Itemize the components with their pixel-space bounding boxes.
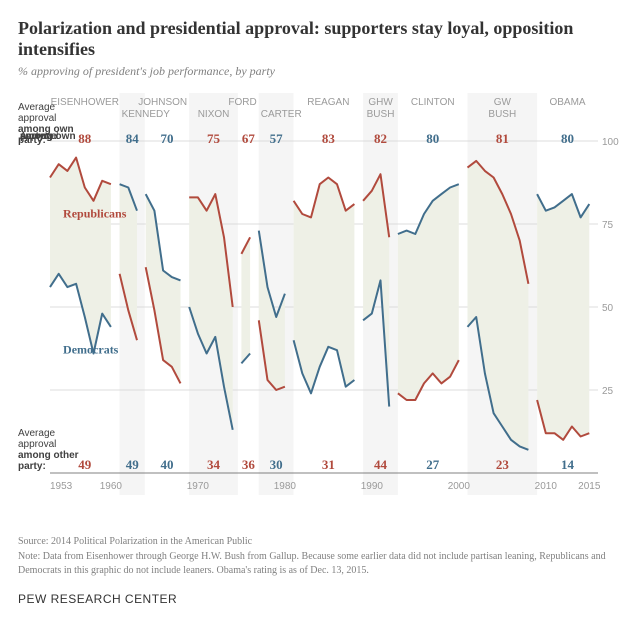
svg-text:44: 44 (374, 457, 388, 472)
svg-text:2015: 2015 (578, 481, 601, 492)
svg-text:1970: 1970 (187, 481, 210, 492)
svg-text:1960: 1960 (100, 481, 123, 492)
svg-text:49: 49 (78, 457, 92, 472)
svg-text:40: 40 (160, 457, 173, 472)
svg-text:BUSH: BUSH (367, 109, 395, 120)
svg-text:82: 82 (374, 131, 387, 146)
svg-text:57: 57 (270, 131, 284, 146)
svg-text:25: 25 (602, 386, 614, 397)
svg-text:23: 23 (496, 457, 510, 472)
svg-text:2010: 2010 (535, 481, 558, 492)
svg-text:14: 14 (561, 457, 575, 472)
svg-text:67: 67 (242, 131, 256, 146)
svg-text:REAGAN: REAGAN (307, 97, 349, 108)
svg-text:among other: among other (18, 450, 79, 461)
svg-text:OBAMA: OBAMA (549, 97, 585, 108)
svg-text:CLINTON: CLINTON (411, 97, 455, 108)
svg-text:50: 50 (602, 303, 614, 314)
svg-text:CARTER: CARTER (261, 109, 302, 120)
svg-text:84: 84 (126, 131, 140, 146)
svg-text:49: 49 (126, 457, 140, 472)
svg-text:100: 100 (602, 137, 619, 148)
svg-text:88: 88 (78, 131, 92, 146)
svg-text:34: 34 (207, 457, 221, 472)
svg-text:80: 80 (561, 131, 574, 146)
svg-text:75: 75 (207, 131, 221, 146)
svg-text:approval: approval (18, 439, 56, 450)
brand-line: PEW RESEARCH CENTER (18, 592, 622, 606)
svg-text:BUSH: BUSH (488, 109, 516, 120)
chart-title: Polarization and presidential approval: … (18, 18, 622, 60)
svg-text:2000: 2000 (448, 481, 471, 492)
svg-text:JOHNSON: JOHNSON (138, 97, 187, 108)
svg-text:party:: party: (18, 135, 46, 146)
chart-svg: 25 50 75 100 1953 1960 1970 1980 1990 2000 2010 201… (18, 93, 622, 523)
svg-text:Democrats: Democrats (63, 342, 119, 356)
svg-text:81: 81 (496, 131, 509, 146)
svg-text:party:: party: (18, 461, 46, 472)
svg-text:1980: 1980 (274, 481, 297, 492)
svg-text:Average: Average (18, 428, 56, 439)
svg-text:Average: Average (18, 102, 56, 113)
svg-text:among own: among own (18, 124, 74, 135)
svg-text:75: 75 (602, 220, 614, 231)
chart-area: 25 50 75 100 1953 1960 1970 1980 1990 2000 2010 201… (18, 93, 622, 523)
svg-text:KENNEDY: KENNEDY (122, 109, 171, 120)
chart-subtitle: % approving of president's job performan… (18, 64, 622, 79)
svg-text:31: 31 (322, 457, 335, 472)
svg-text:FORD: FORD (228, 97, 256, 108)
source-line: Source: 2014 Political Polarization in t… (18, 535, 622, 549)
svg-text:27: 27 (426, 457, 440, 472)
chart-footer: Source: 2014 Political Polarization in t… (18, 535, 622, 578)
svg-text:1990: 1990 (361, 481, 384, 492)
svg-text:36: 36 (242, 457, 256, 472)
svg-text:Republicans: Republicans (63, 206, 127, 220)
svg-text:NIXON: NIXON (198, 109, 230, 120)
svg-text:GW: GW (494, 97, 512, 108)
svg-text:EISENHOWER: EISENHOWER (51, 97, 119, 108)
svg-text:approval: approval (18, 113, 56, 124)
svg-text:83: 83 (322, 131, 336, 146)
svg-text:30: 30 (270, 457, 283, 472)
note-line: Note: Data from Eisenhower through Georg… (18, 550, 622, 578)
svg-text:80: 80 (426, 131, 439, 146)
svg-text:1953: 1953 (50, 481, 73, 492)
svg-text:70: 70 (160, 131, 173, 146)
svg-text:GHW: GHW (368, 97, 393, 108)
